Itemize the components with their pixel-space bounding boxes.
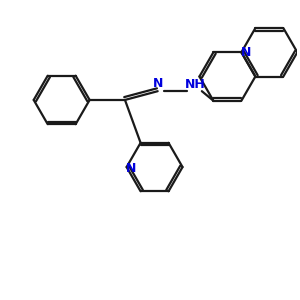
Text: N: N: [241, 46, 251, 59]
Text: N: N: [126, 162, 136, 175]
Text: N: N: [152, 77, 163, 90]
Text: NH: NH: [185, 78, 206, 91]
